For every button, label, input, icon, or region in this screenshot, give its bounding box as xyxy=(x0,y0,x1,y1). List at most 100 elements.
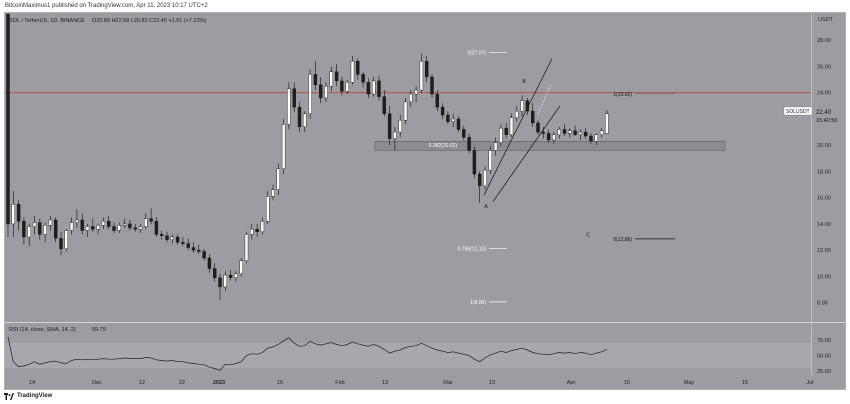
candle-body xyxy=(387,113,392,139)
candle-body xyxy=(509,117,514,135)
price-axis-background xyxy=(811,13,845,375)
candle-body xyxy=(350,61,355,83)
candle-body xyxy=(409,93,413,103)
price-tick-label: 24.00 xyxy=(817,91,831,97)
candle-body xyxy=(525,100,530,112)
candle-body xyxy=(584,131,588,137)
candle-body xyxy=(361,74,365,83)
candle-body xyxy=(382,96,386,114)
candle-body xyxy=(38,222,42,235)
candle-body xyxy=(334,71,339,82)
candle-body xyxy=(430,76,434,95)
candle-body xyxy=(234,273,238,278)
candle-body xyxy=(456,118,461,130)
candle-body xyxy=(149,218,153,222)
candle-body xyxy=(255,228,259,232)
candle-body xyxy=(69,222,74,231)
candle-body xyxy=(191,247,196,251)
price-tick-label: 18.00 xyxy=(817,169,831,175)
candle-body xyxy=(552,134,556,141)
candle-body xyxy=(599,130,604,135)
candle-body xyxy=(520,100,524,112)
chart-frame[interactable] xyxy=(4,12,846,390)
candle-body xyxy=(281,124,286,170)
candle-body xyxy=(91,226,95,230)
fib-level-label: 0.382(20.02) xyxy=(429,143,458,149)
candle-body xyxy=(170,236,175,240)
candle-body xyxy=(266,196,270,222)
candle-body xyxy=(260,221,265,232)
candle-body xyxy=(271,189,275,197)
wave-label: C xyxy=(586,232,590,238)
support-zone xyxy=(374,141,726,151)
rsi-tick-label: 25.00 xyxy=(817,369,831,375)
tradingview-logo-icon xyxy=(4,392,14,400)
candle-body xyxy=(64,230,69,250)
candle-body xyxy=(218,277,222,288)
price-axis-unit: USDT xyxy=(818,17,834,23)
price-tick-label: 10.00 xyxy=(817,274,831,280)
candle-body xyxy=(75,219,79,223)
time-tick-label: 2023 xyxy=(213,380,225,386)
candle-body xyxy=(223,274,228,288)
candle-body xyxy=(297,106,302,128)
candle-body xyxy=(43,225,47,235)
candle-body xyxy=(54,219,58,239)
time-tick-label: 12 xyxy=(139,380,145,386)
fib-level-label: 0.786(12.13) xyxy=(458,246,487,252)
rsi-legend: RSI (14, close, SMA, 14, 2) xyxy=(9,327,76,333)
time-tick-label: May xyxy=(684,380,695,386)
candle-body xyxy=(22,221,26,238)
candle-body xyxy=(16,204,21,222)
candle-body xyxy=(59,238,63,250)
fib-level-label: 0(27.07) xyxy=(467,50,486,56)
rsi-tick-label: 75.00 xyxy=(817,338,831,344)
candle-body xyxy=(239,260,243,274)
candle-body xyxy=(440,106,445,116)
rsi-last-value: 59.79 xyxy=(92,327,106,333)
price-tick-label: 20.00 xyxy=(817,143,831,149)
last-price-value: 22.40 xyxy=(816,110,832,116)
candle-body xyxy=(589,135,593,142)
price-tick-label: 28.00 xyxy=(817,38,831,44)
candle-body xyxy=(228,274,233,278)
candle-body xyxy=(515,110,519,118)
candle-body xyxy=(303,113,307,128)
candle-body xyxy=(557,129,561,135)
time-tick-label: Mar xyxy=(443,380,453,386)
price-tick-label: 26.00 xyxy=(817,64,831,70)
candle-body xyxy=(414,89,418,95)
candle-body xyxy=(80,219,84,231)
candle-body xyxy=(138,226,143,230)
publish-line: BitcoinMaximus1 published on TradingView… xyxy=(5,3,208,9)
candle-body xyxy=(6,13,10,225)
candle-body xyxy=(122,223,127,226)
candle-body xyxy=(398,120,402,133)
candle-body xyxy=(207,257,212,269)
candle-body xyxy=(292,88,296,108)
time-tick-label: Dec xyxy=(92,380,102,386)
candle-body xyxy=(493,142,498,151)
candle-body xyxy=(287,88,291,125)
candle-body xyxy=(181,242,185,244)
wave-label: B xyxy=(522,79,526,85)
candle-body xyxy=(202,251,206,259)
candle-body xyxy=(96,225,100,230)
time-tick-label: Jul xyxy=(806,380,813,386)
candle-body xyxy=(329,71,333,87)
candle-body xyxy=(451,118,455,122)
rsi-band xyxy=(5,343,811,368)
candle-body xyxy=(499,127,503,143)
candle-body xyxy=(276,168,280,191)
candle-body xyxy=(403,101,408,121)
projection-dashed-line xyxy=(537,84,552,114)
fib-level-label: 1(8.06) xyxy=(470,300,486,306)
footer: TradingView xyxy=(4,390,52,402)
candle-body xyxy=(478,173,482,187)
time-tick-label: 15 xyxy=(742,380,748,386)
price-tick-label: 12.00 xyxy=(817,248,831,254)
time-tick-label: 15 xyxy=(624,380,630,386)
time-axis-background xyxy=(5,375,845,389)
time-tick-label: Apr xyxy=(567,380,576,386)
